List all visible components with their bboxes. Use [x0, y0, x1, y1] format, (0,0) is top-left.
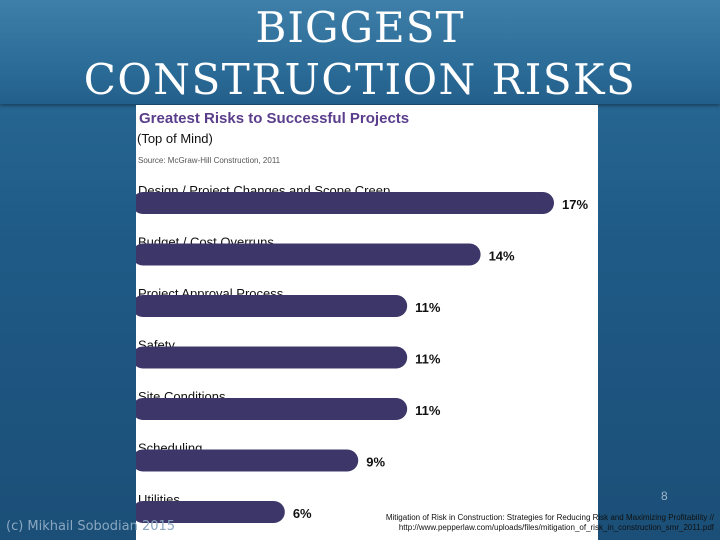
bar: [136, 346, 408, 369]
bar: [136, 398, 408, 420]
value-label: 11%: [415, 352, 441, 367]
value-label: 14%: [489, 249, 515, 264]
bar: [136, 501, 285, 523]
slide-title: BIGGEST CONSTRUCTION RISKS: [0, 2, 720, 106]
chart-source: Source: McGraw-Hill Construction, 2011: [138, 156, 281, 165]
title-band: [0, 0, 720, 104]
value-label: 9%: [366, 455, 385, 470]
bars-group: Design / Project Changes and Scope Creep…: [136, 183, 588, 523]
chart-title: Greatest Risks to Successful Projects: [139, 110, 409, 127]
copyright-footer: (c) Mikhail Sobodian 2015: [6, 519, 176, 534]
source-citation-line-1: Mitigation of Risk in Construction: Stra…: [385, 513, 714, 522]
source-citation-line-2: http://www.pepperlaw.com/uploads/files/m…: [398, 523, 714, 532]
slide-title-line-2: CONSTRUCTION RISKS: [83, 55, 637, 104]
bar: [136, 295, 408, 317]
bar: [136, 243, 481, 266]
chart-subtitle: (Top of Mind): [137, 131, 213, 146]
risk-bar-chart: Greatest Risks to Successful Projects (T…: [136, 110, 588, 523]
value-label: 17%: [562, 197, 588, 212]
value-label: 6%: [293, 506, 312, 521]
value-label: 11%: [415, 403, 441, 418]
page-number: 8: [661, 489, 668, 503]
value-label: 11%: [415, 300, 441, 315]
bar: [136, 192, 554, 214]
source-citation: Mitigation of Risk in Construction: Stra…: [304, 513, 714, 533]
slide-title-line-1: BIGGEST: [255, 3, 465, 52]
bar: [136, 449, 359, 472]
